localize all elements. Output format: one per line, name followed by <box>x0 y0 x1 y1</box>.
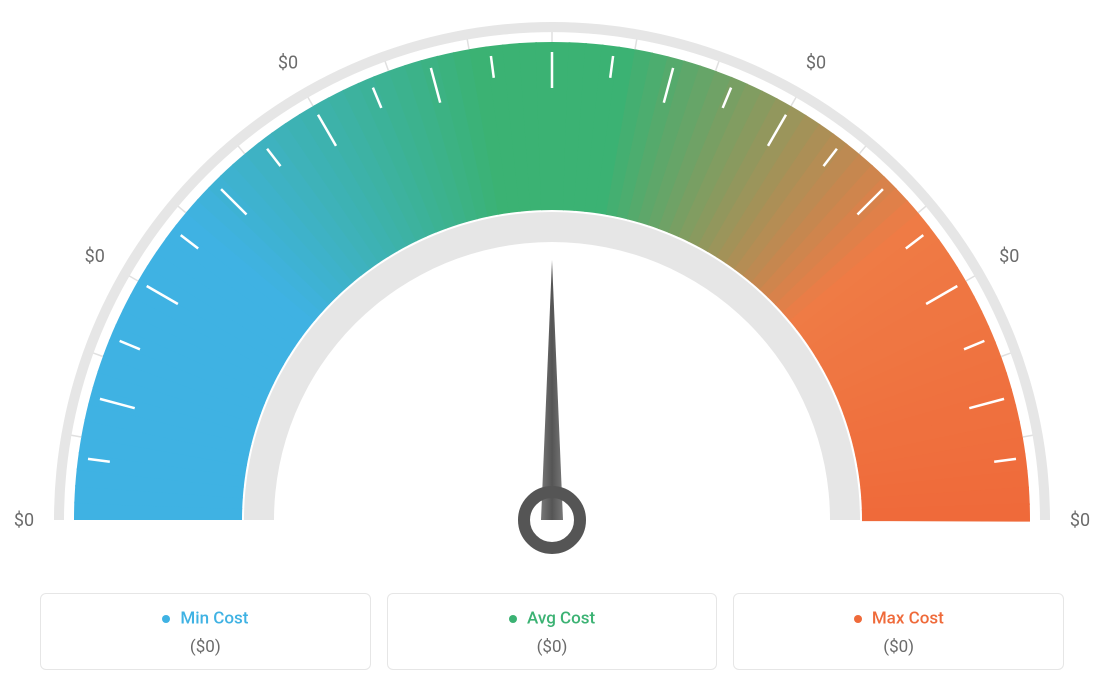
legend-max-cost: Max Cost ($0) <box>733 593 1064 670</box>
svg-text:$0: $0 <box>278 53 298 74</box>
svg-text:$0: $0 <box>14 510 34 531</box>
legend-max-label: Max Cost <box>872 609 944 629</box>
legend-min-value: ($0) <box>41 637 370 657</box>
legend-dot-max <box>854 615 862 623</box>
svg-text:$0: $0 <box>1070 510 1090 531</box>
legend-max-value: ($0) <box>734 637 1063 657</box>
legend-avg-value: ($0) <box>388 637 717 657</box>
legend-row: Min Cost ($0) Avg Cost ($0) Max Cost ($0… <box>40 593 1064 670</box>
svg-text:$0: $0 <box>806 53 826 74</box>
legend-dot-avg <box>509 615 517 623</box>
cost-gauge: $0 $0 $0 $0 $0 $0 $0 <box>0 0 1104 560</box>
legend-min-label: Min Cost <box>180 609 248 629</box>
svg-text:$0: $0 <box>85 246 105 267</box>
svg-text:$0: $0 <box>542 0 562 3</box>
legend-avg-label: Avg Cost <box>527 609 595 629</box>
legend-min-cost: Min Cost ($0) <box>40 593 371 670</box>
legend-dot-min <box>162 615 170 623</box>
svg-text:$0: $0 <box>999 246 1019 267</box>
legend-avg-cost: Avg Cost ($0) <box>387 593 718 670</box>
